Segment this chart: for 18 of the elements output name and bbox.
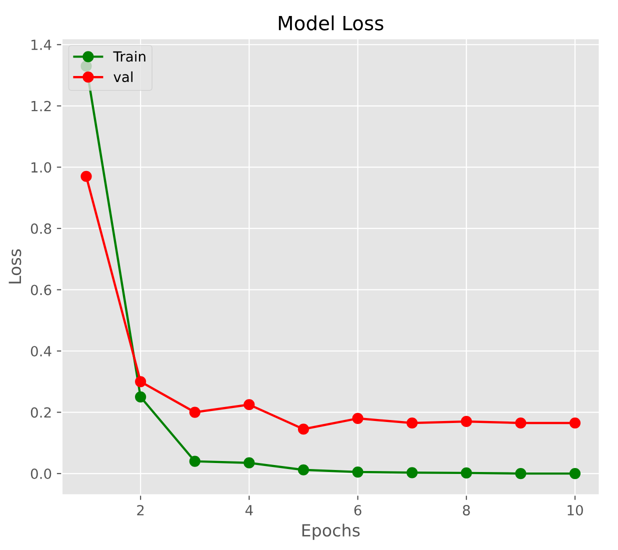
x-tick-label: 8 xyxy=(462,504,470,516)
y-tick-label: 0.0 xyxy=(30,468,52,480)
chart-title: Model Loss xyxy=(278,15,384,30)
y-tick-label: 1.0 xyxy=(32,162,52,173)
y-tick-label: 0.6 xyxy=(30,284,52,296)
x-axis-title: Epochs xyxy=(302,524,360,540)
y-tick-label: 0.4 xyxy=(30,346,52,356)
y-tick-label: 1.4 xyxy=(32,40,52,50)
legend-label: Train xyxy=(113,51,146,62)
legend-label: val xyxy=(114,71,132,82)
y-tick-label: 0.8 xyxy=(30,223,52,234)
x-tick-label: 4 xyxy=(245,505,253,516)
x-tick-label: 6 xyxy=(354,504,362,516)
y-tick-label: 0.2 xyxy=(30,407,51,418)
y-axis-title: Loss xyxy=(8,249,22,284)
y-tick-label: 1.2 xyxy=(32,100,51,112)
x-tick-label: 10 xyxy=(568,504,583,516)
x-tick-label: 2 xyxy=(137,504,144,516)
